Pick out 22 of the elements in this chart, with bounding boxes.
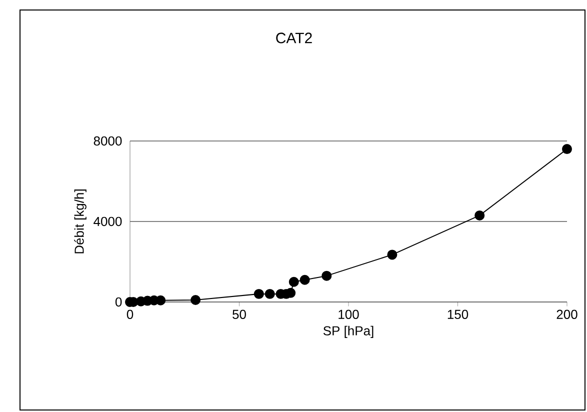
x-tick-label: 0	[126, 310, 134, 319]
point	[300, 274, 310, 285]
x-axis-title: SP [hPa]	[323, 326, 374, 338]
x-tick-label: 150	[448, 310, 468, 319]
x-tick-label: 50	[232, 310, 246, 319]
point	[264, 288, 275, 299]
point	[474, 210, 485, 220]
y-tick-label: 0	[115, 297, 122, 307]
point	[288, 276, 299, 287]
point	[286, 288, 296, 298]
point	[322, 270, 332, 281]
chart-title: CAT2	[276, 32, 312, 44]
y-tick-label: 4000	[94, 216, 122, 226]
x-tick-label: 100	[338, 310, 359, 319]
point	[190, 294, 201, 305]
point	[254, 288, 264, 299]
point	[156, 295, 166, 306]
x-tick-label: 200	[556, 310, 578, 319]
point	[387, 250, 398, 260]
y-axis-title: Débit [kg/h]	[74, 190, 86, 254]
point	[562, 144, 572, 154]
y-tick-label: 8000	[94, 136, 122, 146]
